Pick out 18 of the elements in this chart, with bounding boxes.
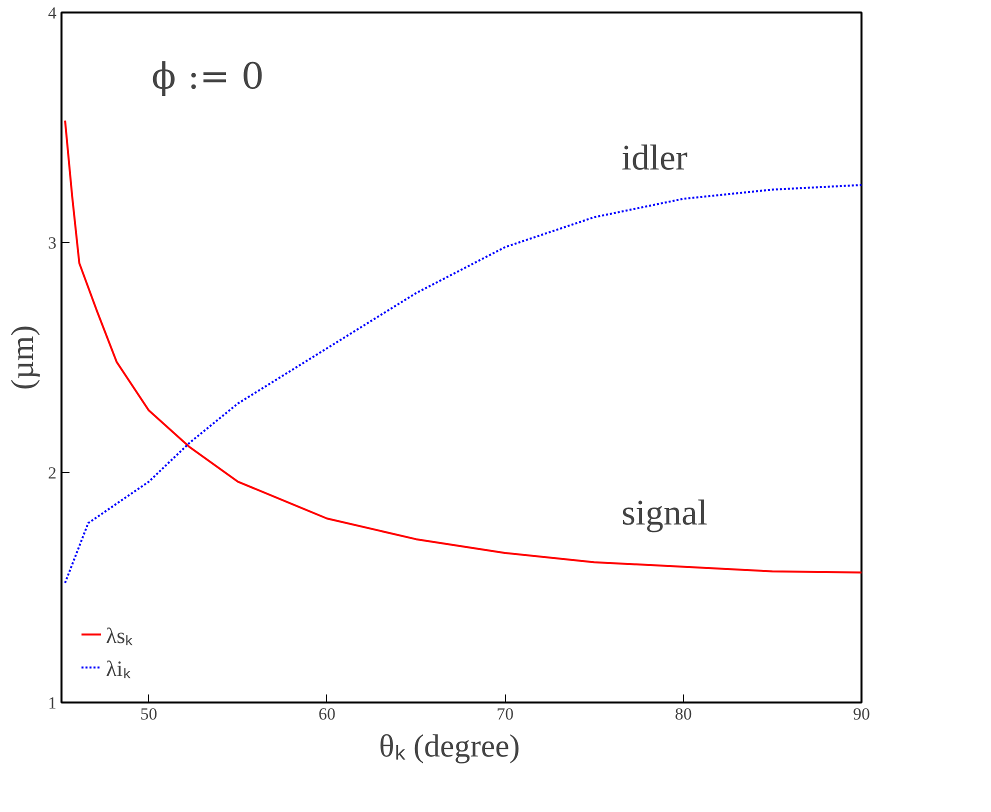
x-axis-title: θₖ (degree) [379,728,520,764]
annotation: idler [622,138,688,178]
y-tick-label: 4 [48,4,57,22]
x-tick-label: 70 [496,704,514,724]
y-tick-label: 3 [48,234,56,252]
y-tick-label: 2 [48,464,56,482]
y-tick-label: 1 [48,694,56,712]
annotation: ϕ := 0 [152,56,264,98]
x-tick-label: 50 [140,704,158,724]
line-series [64,184,862,584]
x-tick-label: 60 [318,704,336,724]
legend-label: λsₖ [106,622,134,649]
y-axis-title: (µm) [4,325,40,390]
annotation: signal [622,492,708,532]
legend-label: λiₖ [106,655,131,682]
x-tick-label: 90 [853,704,870,724]
line-series [64,120,862,574]
x-tick-label: 80 [674,704,692,724]
